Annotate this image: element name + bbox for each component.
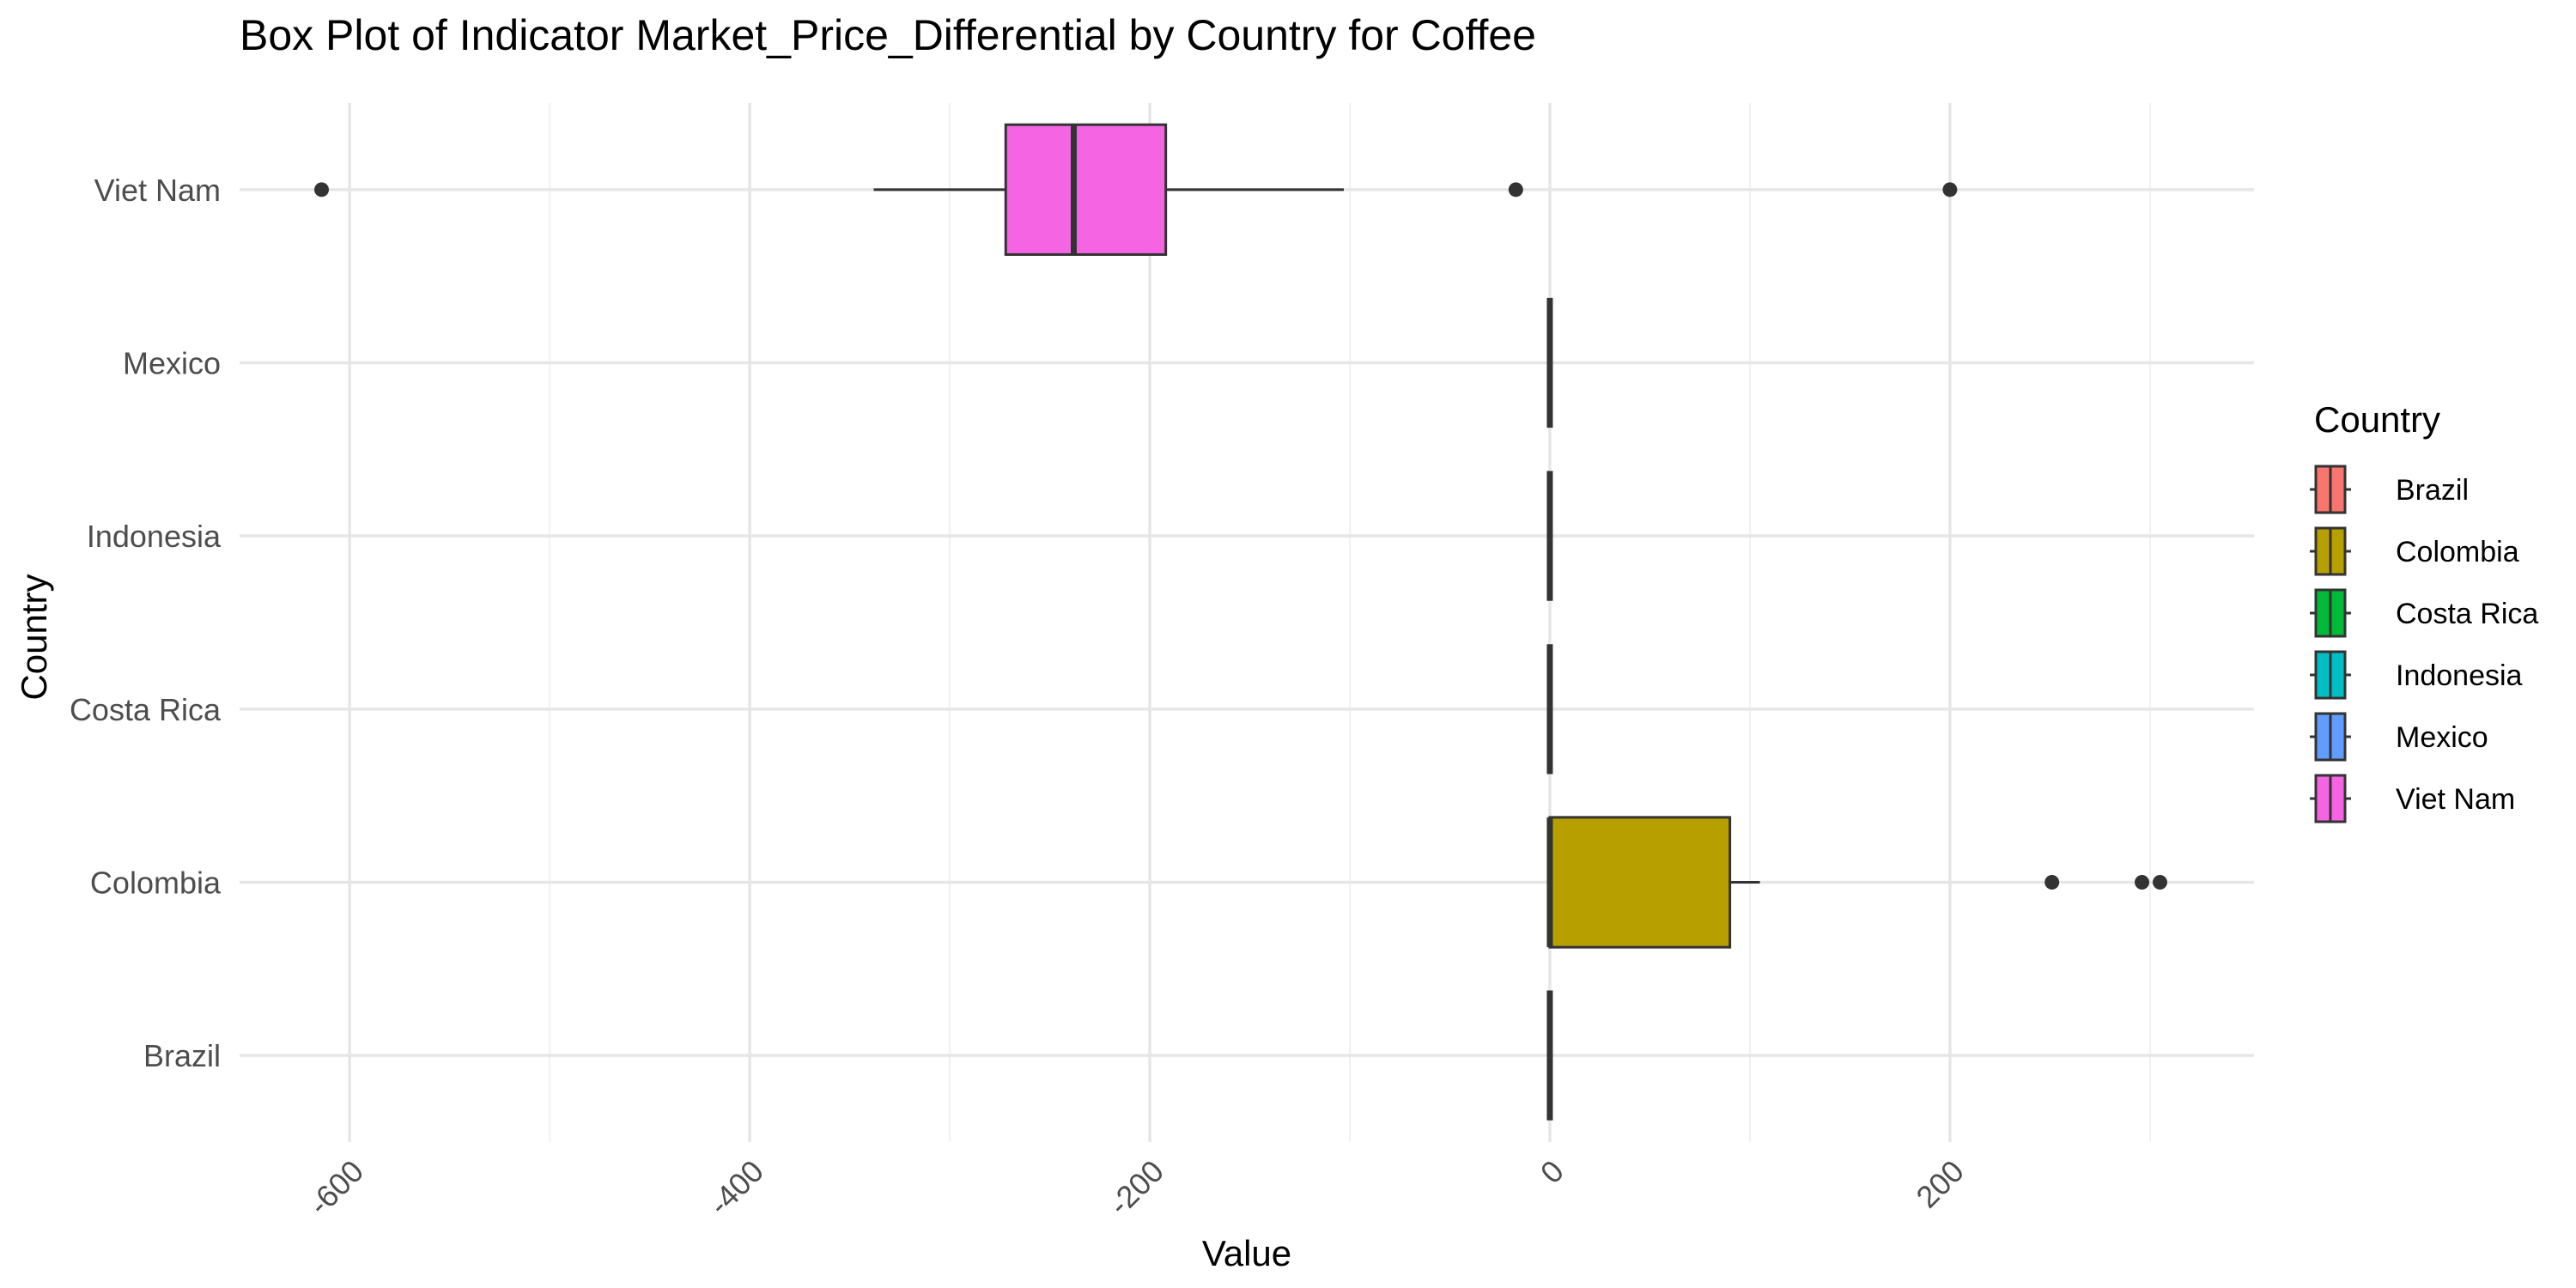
legend-item-label: Costa Rica: [2396, 598, 2538, 630]
outlier-point: [2153, 875, 2168, 890]
y-tick-label: Colombia: [90, 866, 222, 901]
y-axis-title: Country: [14, 574, 54, 700]
outlier-point: [1942, 182, 1958, 197]
y-tick-label: Costa Rica: [70, 692, 222, 727]
boxplot-colombia: [1546, 816, 2168, 949]
box: [1004, 123, 1168, 256]
legend-title: Country: [2314, 399, 2440, 440]
box: [1548, 816, 1732, 949]
boxplot-viet-nam: [314, 123, 1958, 256]
y-tick-label: Brazil: [143, 1038, 221, 1073]
legend-item: Viet Nam: [2310, 774, 2515, 823]
x-axis-title: Value: [1202, 1233, 1291, 1273]
legend: Country Brazil Colombia Costa Rica Indonesi…: [2310, 399, 2538, 823]
legend-item: Mexico: [2310, 712, 2488, 762]
legend-item: Costa Rica: [2310, 588, 2538, 638]
outlier-point: [1508, 182, 1523, 197]
outlier-point: [314, 182, 330, 197]
legend-item-label: Mexico: [2396, 721, 2488, 754]
outlier-point: [2044, 875, 2060, 890]
legend-item: Brazil: [2310, 465, 2469, 514]
y-tick-label: Viet Nam: [94, 173, 221, 208]
legend-item: Indonesia: [2310, 650, 2523, 700]
legend-item-label: Indonesia: [2396, 659, 2523, 692]
y-tick-label: Mexico: [123, 346, 221, 381]
legend-item: Colombia: [2310, 526, 2519, 576]
legend-item-label: Viet Nam: [2396, 783, 2515, 816]
y-tick-label: Indonesia: [87, 519, 222, 554]
chart-title: Box Plot of Indicator Market_Price_Diffe…: [240, 11, 1536, 59]
legend-item-label: Brazil: [2396, 474, 2469, 507]
legend-item-label: Colombia: [2396, 536, 2519, 568]
outlier-point: [2135, 875, 2150, 890]
